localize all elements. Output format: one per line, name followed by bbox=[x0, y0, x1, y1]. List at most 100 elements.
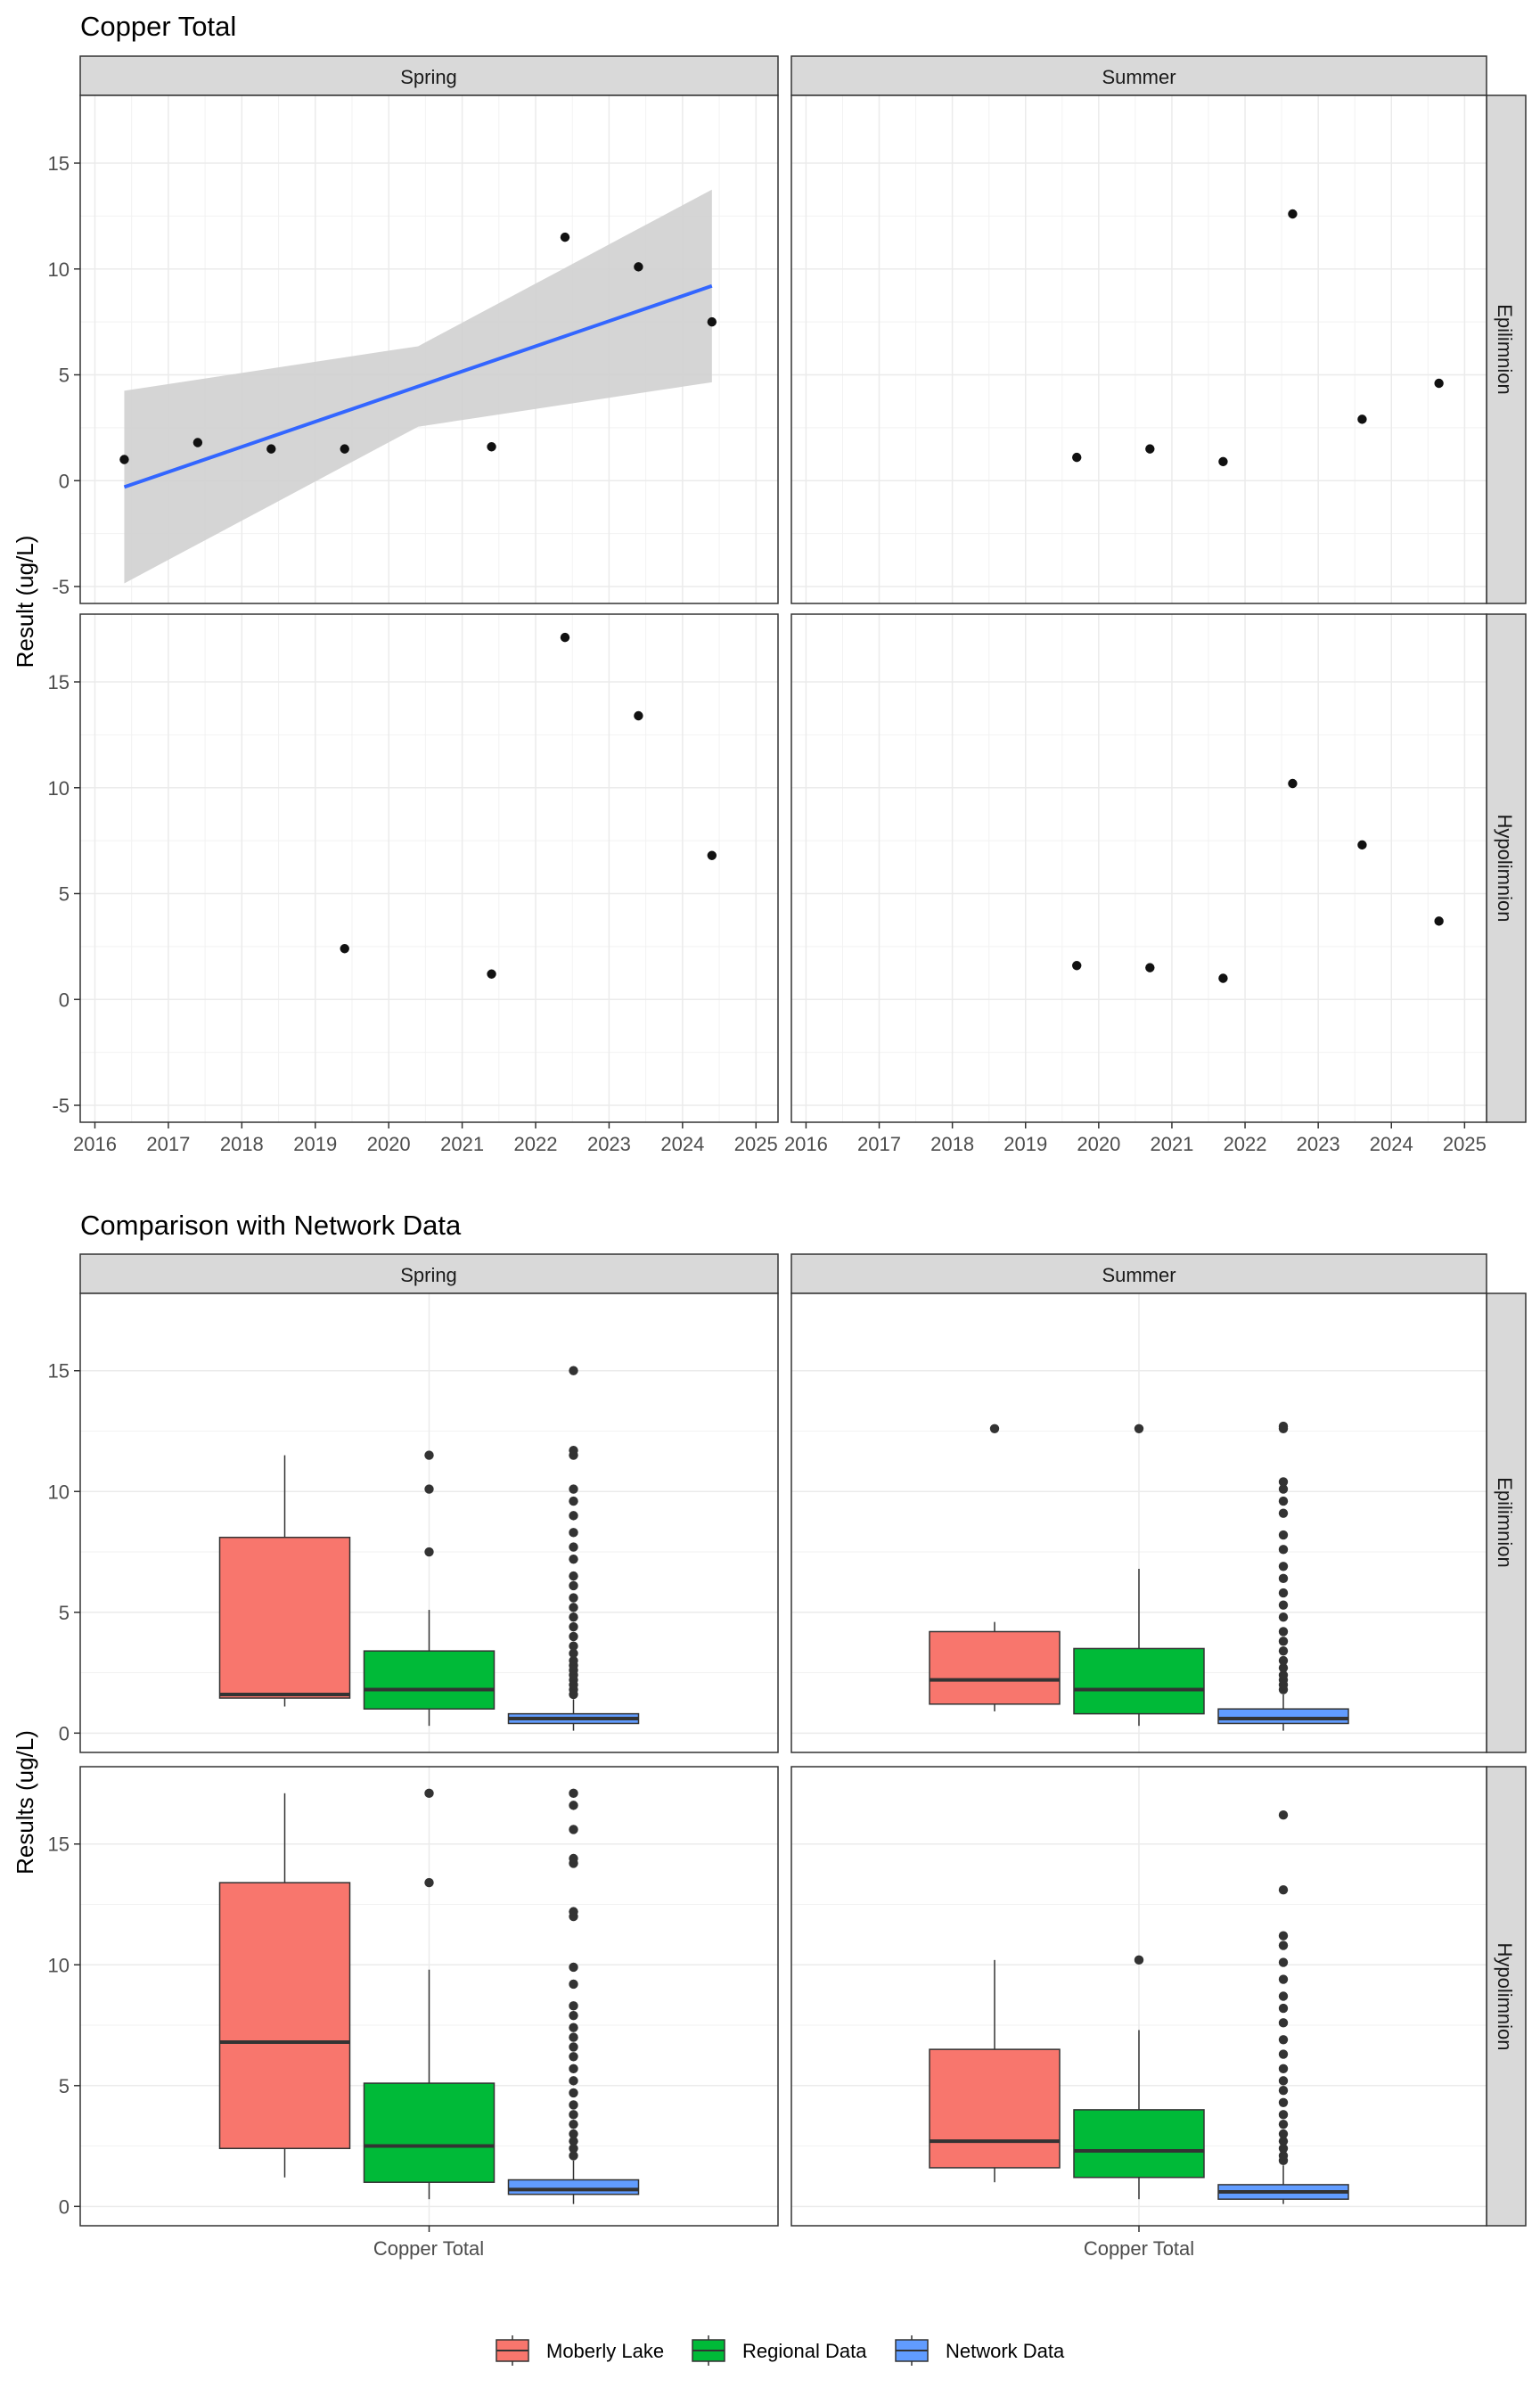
x-tick-label: 2018 bbox=[930, 1133, 974, 1155]
x-tick-label: 2019 bbox=[1003, 1133, 1047, 1155]
panel-border bbox=[790, 1292, 1487, 1753]
outlier-point bbox=[1278, 1810, 1289, 1820]
chart2-strip-epilimnion: Epilimnion bbox=[1486, 1292, 1527, 1753]
outlier-point bbox=[1278, 1612, 1289, 1622]
outlier-point bbox=[1278, 1637, 1289, 1646]
outlier-point bbox=[1278, 1885, 1289, 1895]
x-tick-label: 2022 bbox=[514, 1133, 558, 1155]
outlier-point bbox=[1278, 2086, 1289, 2096]
panel-border bbox=[79, 94, 779, 604]
outlier-point bbox=[1278, 2119, 1289, 2129]
x-tick-label: 2024 bbox=[1370, 1133, 1413, 1155]
outlier-point bbox=[569, 2042, 578, 2052]
box-moberly-lake bbox=[929, 1959, 1061, 2183]
panel-border bbox=[790, 94, 1487, 604]
outlier-point bbox=[1278, 2151, 1289, 2161]
chart2-xlabel-spring: Copper Total bbox=[373, 2237, 484, 2260]
outlier-point bbox=[1278, 1957, 1289, 1967]
outlier-point bbox=[1278, 2003, 1289, 2014]
y-tick-label: -5 bbox=[52, 576, 70, 598]
data-point bbox=[560, 632, 570, 643]
outlier-point bbox=[1278, 2097, 1289, 2107]
chart2-strip-label-epilimnion: Epilimnion bbox=[1494, 1477, 1516, 1568]
outlier-point bbox=[1134, 1955, 1144, 1965]
y-tick-label: 0 bbox=[59, 470, 70, 492]
outlier-point bbox=[1278, 1931, 1289, 1941]
box-body bbox=[363, 1650, 496, 1710]
legend-item-network-data: Network Data bbox=[895, 2335, 1065, 2366]
y-tick-label: 0 bbox=[59, 1722, 70, 1744]
legend-item-regional-data: Regional Data bbox=[692, 2335, 867, 2366]
outlier-point bbox=[1278, 1670, 1289, 1680]
box-body bbox=[1217, 1708, 1349, 1725]
chart2-strip-spring: Spring bbox=[79, 1253, 779, 1294]
data-point bbox=[1434, 916, 1444, 926]
x-tick-label: 2025 bbox=[734, 1133, 778, 1155]
chart2-strip-summer: Summer bbox=[790, 1253, 1487, 1294]
outlier-point bbox=[569, 1554, 578, 1564]
outlier-point bbox=[1278, 2076, 1289, 2086]
box-moberly-lake bbox=[929, 1424, 1061, 1711]
outlier-point bbox=[424, 1450, 434, 1460]
data-point bbox=[1145, 444, 1155, 454]
box-body bbox=[218, 1882, 351, 2150]
chart1-ylabel: Result (ug/L) bbox=[12, 536, 38, 669]
chart2-title: Comparison with Network Data bbox=[80, 1210, 462, 1241]
y-tick-label: 15 bbox=[48, 152, 70, 175]
y-tick-label: 15 bbox=[48, 671, 70, 693]
data-point bbox=[119, 455, 129, 464]
outlier-point bbox=[569, 2064, 578, 2074]
legend-item-moberly-lake: Moberly Lake bbox=[496, 2335, 664, 2366]
outlier-point bbox=[569, 2100, 578, 2110]
outlier-point bbox=[569, 2088, 578, 2098]
chart2-ylabel: Results (ug/L) bbox=[12, 1730, 38, 1875]
data-point bbox=[340, 944, 349, 954]
outlier-point bbox=[569, 1445, 578, 1456]
outlier-point bbox=[1278, 1530, 1289, 1540]
outlier-point bbox=[569, 2076, 578, 2086]
outlier-point bbox=[569, 1612, 578, 1622]
x-tick-label: 2021 bbox=[440, 1133, 484, 1155]
data-point bbox=[634, 262, 643, 272]
data-point bbox=[1072, 452, 1082, 463]
box-body bbox=[218, 1537, 351, 1699]
outlier-point bbox=[1278, 2049, 1289, 2059]
chart1-strip-epilimnion: Epilimnion bbox=[1486, 94, 1527, 604]
data-point bbox=[707, 850, 717, 860]
x-tick-label: 2017 bbox=[857, 1133, 901, 1155]
y-tick-label: 0 bbox=[59, 989, 70, 1011]
outlier-point bbox=[569, 1979, 578, 1990]
trend-line bbox=[123, 283, 713, 489]
box-network-data bbox=[1217, 1810, 1349, 2204]
data-point bbox=[1288, 209, 1298, 219]
outlier-point bbox=[1278, 2018, 1289, 2028]
outlier-point bbox=[569, 1825, 578, 1834]
outlier-point bbox=[569, 1603, 578, 1612]
outlier-point bbox=[569, 1962, 578, 1973]
outlier-point bbox=[569, 2129, 578, 2139]
box-regional-data bbox=[1073, 1424, 1205, 1727]
outlier-point bbox=[1278, 1421, 1289, 1432]
y-tick-label: 10 bbox=[48, 777, 70, 800]
outlier-point bbox=[569, 1788, 578, 1799]
data-point bbox=[1072, 961, 1082, 971]
outlier-point bbox=[1278, 1562, 1289, 1571]
outlier-point bbox=[569, 1621, 578, 1632]
outlier-point bbox=[569, 2052, 578, 2062]
x-tick-label: 2021 bbox=[1150, 1133, 1193, 1155]
outlier-point bbox=[1278, 1508, 1289, 1518]
outlier-point bbox=[569, 1542, 578, 1552]
chart1-strip-summer: Summer bbox=[790, 55, 1487, 96]
y-tick-label: 5 bbox=[59, 1602, 70, 1624]
outlier-point bbox=[1134, 1424, 1144, 1433]
outlier-point bbox=[569, 2110, 578, 2120]
y-tick-label: 15 bbox=[48, 1834, 70, 1856]
chart1-title: Copper Total bbox=[80, 11, 236, 42]
outlier-point bbox=[569, 1511, 578, 1521]
chart2-panel-summer-hypolimnion bbox=[790, 1766, 1487, 2232]
outlier-point bbox=[1278, 1496, 1289, 1506]
chart2-strip-label-summer: Summer bbox=[1102, 1264, 1175, 1286]
outlier-point bbox=[569, 2032, 578, 2042]
data-point bbox=[487, 442, 496, 452]
